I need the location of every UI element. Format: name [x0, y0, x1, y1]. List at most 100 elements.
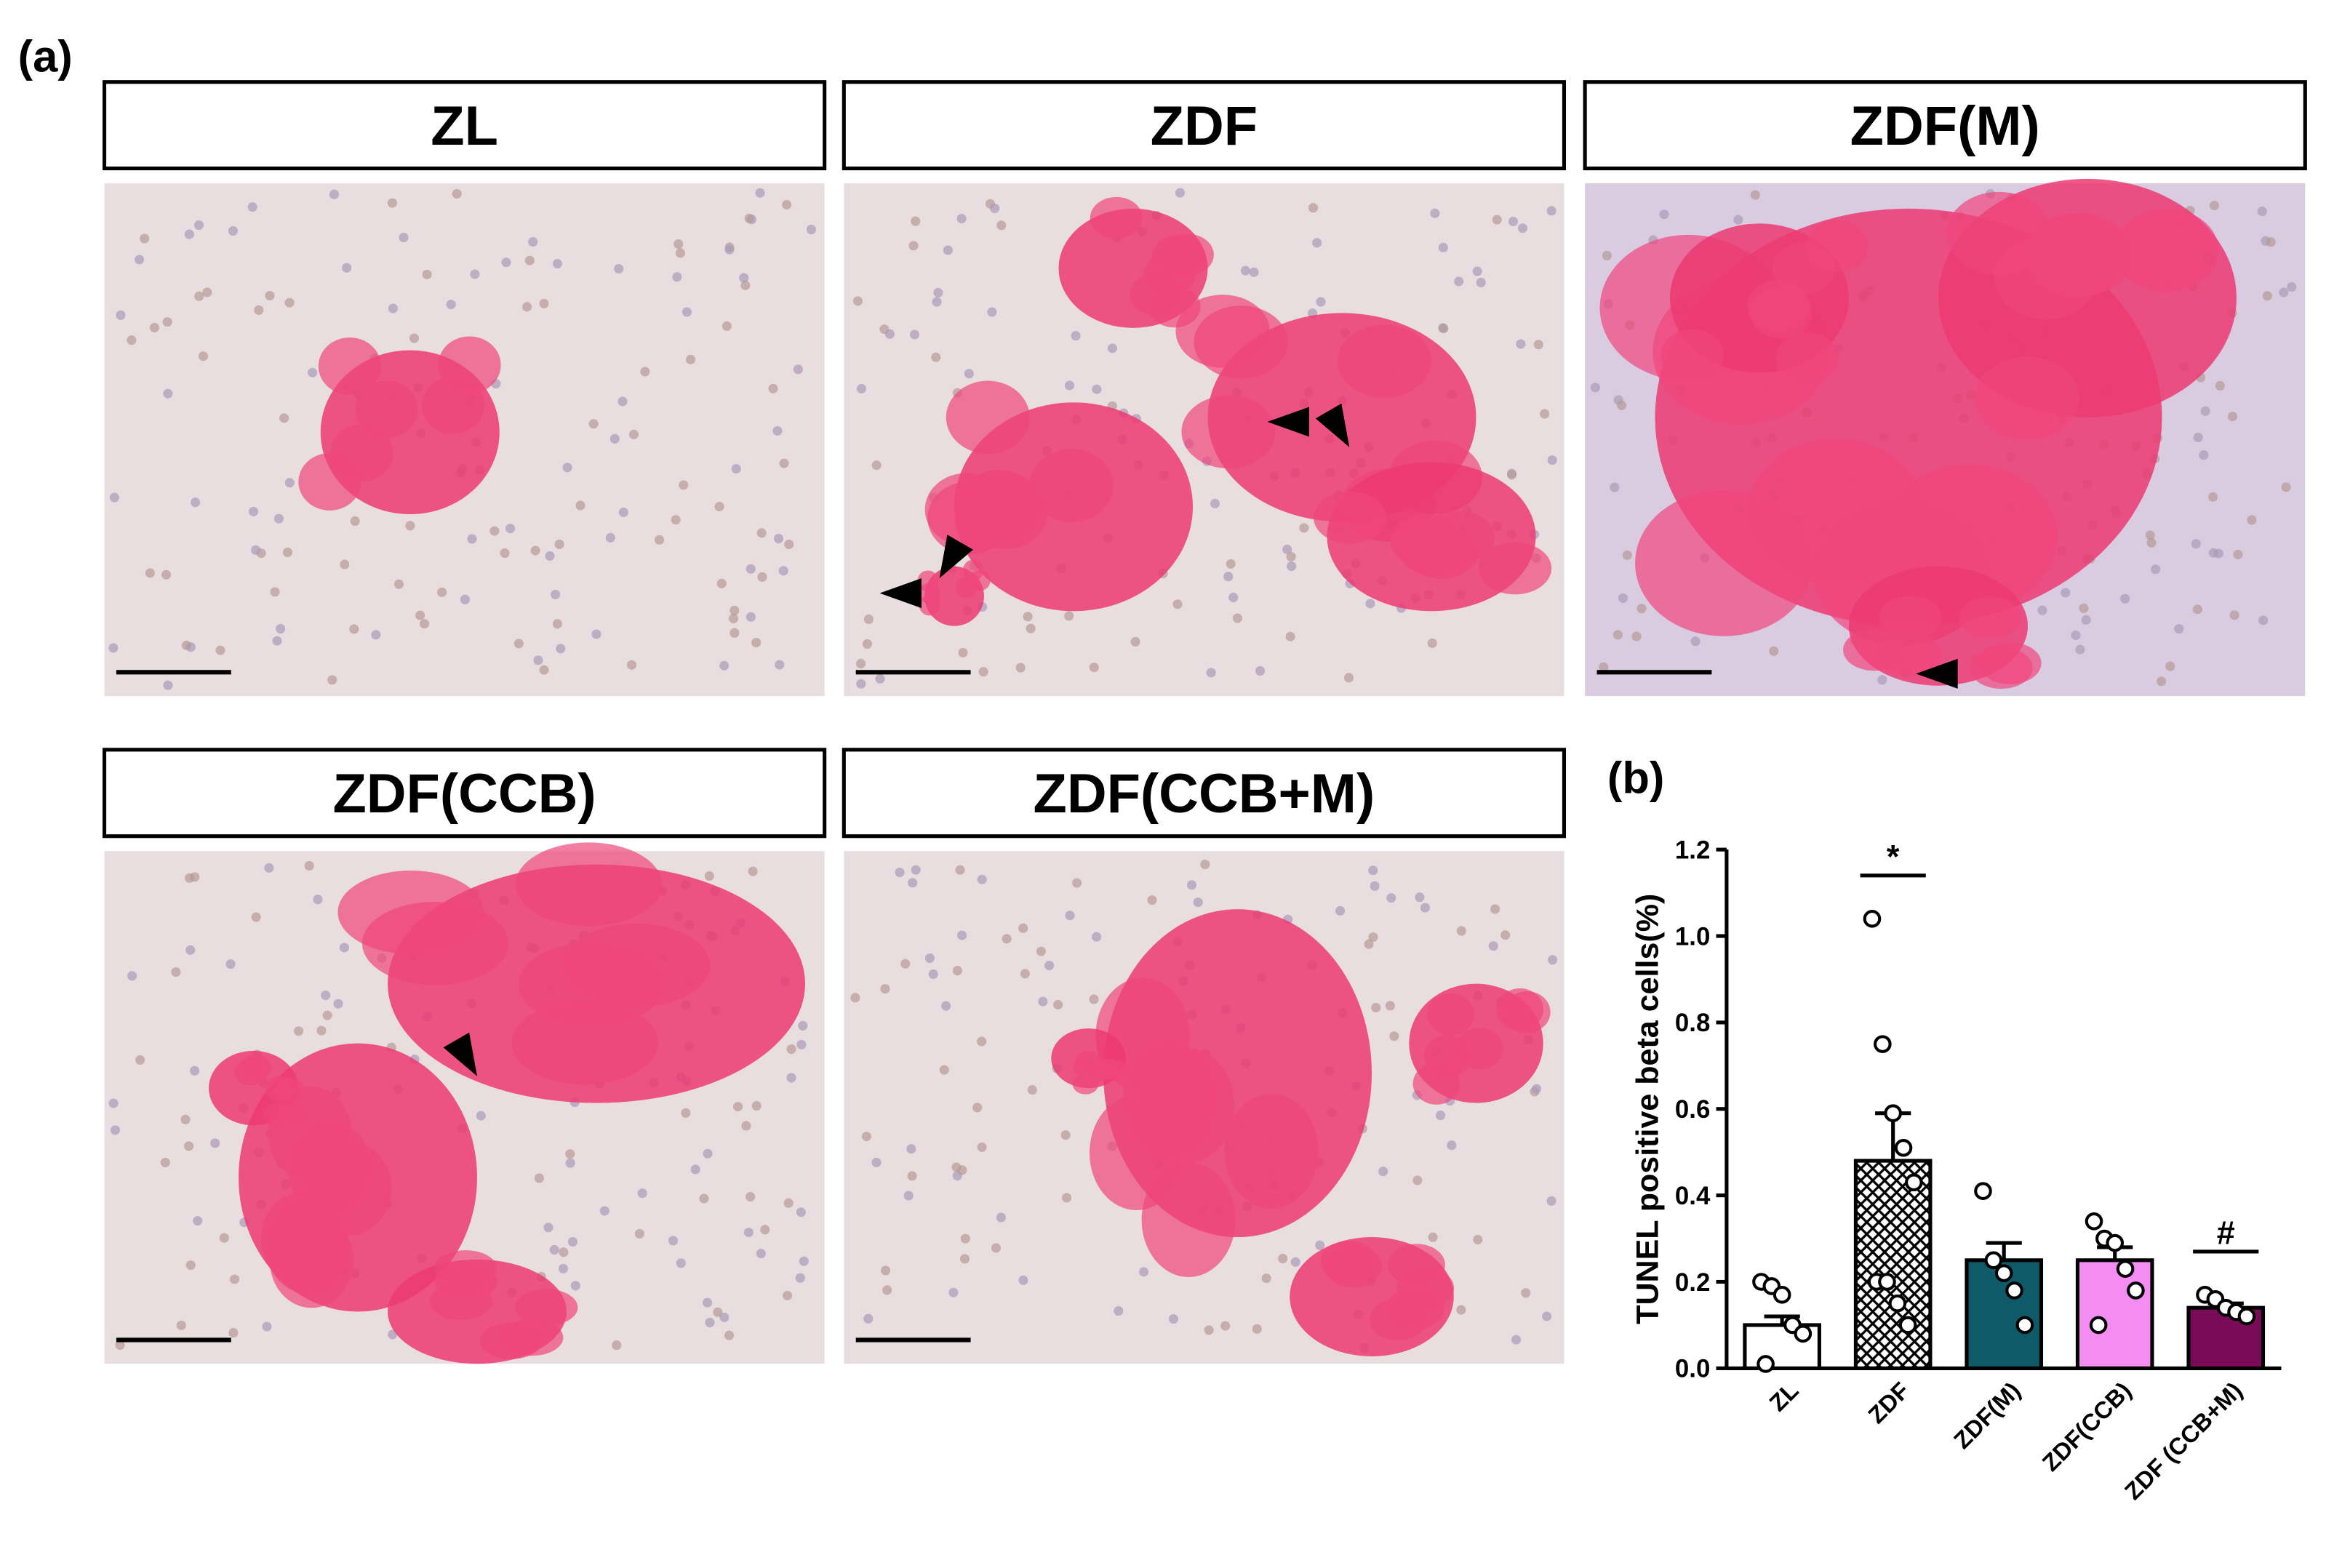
nucleus	[145, 568, 155, 578]
nucleus	[679, 480, 689, 490]
nucleus	[610, 433, 620, 444]
nucleus	[1064, 611, 1074, 621]
nucleus	[329, 189, 339, 199]
data-point	[1874, 1035, 1892, 1053]
stained-cell	[500, 1319, 564, 1356]
data-point	[2089, 1316, 2108, 1335]
nucleus	[863, 1313, 874, 1324]
nucleus	[978, 667, 988, 677]
nucleus	[264, 863, 274, 873]
nucleus	[757, 572, 767, 582]
nucleus	[952, 966, 962, 976]
panel-title-box	[842, 80, 1567, 171]
nucleus	[409, 333, 420, 343]
nucleus	[943, 245, 953, 255]
nucleus	[2262, 291, 2272, 301]
nucleus	[941, 1001, 951, 1011]
nucleus	[108, 1098, 119, 1108]
x-tick-label: ZDF(M)	[1949, 1377, 2026, 1454]
nucleus	[1204, 1325, 1214, 1335]
nucleus	[591, 629, 602, 639]
nucleus	[1622, 550, 1632, 560]
nucleus	[739, 273, 749, 283]
nucleus	[1547, 455, 1557, 465]
arrowhead	[443, 1032, 477, 1076]
nucleus	[1456, 1305, 1466, 1315]
nucleus	[171, 967, 181, 977]
nucleus	[1186, 880, 1197, 890]
nucleus	[861, 1132, 871, 1142]
stained-cell	[1224, 1093, 1319, 1209]
nucleus	[1114, 1305, 1124, 1316]
nucleus	[1612, 630, 1623, 640]
stained-cell	[1970, 647, 2033, 689]
nucleus	[690, 1164, 700, 1175]
arrowhead	[879, 578, 922, 609]
panel-title-box	[102, 748, 827, 839]
nucleus	[2075, 644, 2085, 655]
nucleus	[1412, 1175, 1423, 1185]
nucleus	[908, 241, 919, 251]
nucleus	[219, 1233, 229, 1243]
nucleus	[724, 244, 735, 255]
stained-cell	[1396, 1267, 1455, 1310]
stained-cell	[1427, 993, 1474, 1036]
panel-title: ZDF(M)	[1850, 95, 2040, 157]
nucleus	[924, 953, 935, 964]
nucleus	[1508, 216, 1519, 227]
nucleus	[1130, 636, 1140, 647]
stained-cell	[511, 1001, 658, 1085]
nucleus	[1335, 905, 1346, 916]
nucleus	[1659, 209, 1669, 220]
nucleus	[1506, 470, 1517, 480]
nucleus	[181, 640, 191, 650]
nucleus	[1488, 941, 1498, 951]
nucleus	[2266, 237, 2276, 247]
nucleus	[2081, 615, 2091, 625]
nucleus	[549, 1244, 559, 1255]
nucleus	[1368, 865, 1378, 876]
nucleus	[909, 329, 920, 340]
nucleus	[505, 524, 516, 534]
nucleus	[562, 463, 572, 473]
nucleus	[779, 458, 789, 468]
nucleus	[272, 636, 282, 646]
nucleus	[730, 628, 740, 638]
nucleus	[977, 1036, 987, 1047]
nucleus	[1618, 593, 1628, 603]
nucleus	[2247, 515, 2257, 525]
nucleus	[2227, 412, 2238, 422]
nucleus	[446, 300, 456, 310]
stained-cell	[1181, 395, 1276, 469]
nucleus	[681, 1108, 691, 1118]
nucleus	[1240, 265, 1250, 276]
nucleus	[140, 233, 150, 244]
nucleus	[1255, 665, 1266, 676]
nucleus	[675, 248, 685, 258]
nucleus	[1473, 1234, 1483, 1245]
nucleus	[783, 1290, 793, 1300]
nucleus	[2192, 604, 2202, 615]
nucleus	[1511, 1335, 1522, 1345]
nucleus	[1364, 939, 1374, 949]
nucleus	[339, 943, 349, 953]
nucleus	[1232, 613, 1243, 623]
nucleus	[722, 321, 732, 332]
nucleus	[756, 1248, 766, 1259]
bar	[2075, 1258, 2154, 1370]
nucleus	[251, 912, 261, 922]
nucleus	[350, 516, 360, 527]
stained-cell	[422, 377, 485, 434]
nucleus	[160, 1157, 170, 1168]
nucleus	[719, 1312, 730, 1322]
nucleus	[467, 534, 477, 544]
x-tick-label: ZDF (CCB+M)	[2119, 1377, 2247, 1505]
nucleus	[422, 269, 432, 279]
nucleus	[784, 539, 794, 550]
nucleus	[856, 383, 867, 394]
nucleus	[775, 660, 785, 670]
nucleus	[755, 188, 765, 198]
nucleus	[539, 665, 549, 675]
stained-cell	[1072, 1073, 1099, 1095]
nucleus	[1427, 638, 1437, 648]
